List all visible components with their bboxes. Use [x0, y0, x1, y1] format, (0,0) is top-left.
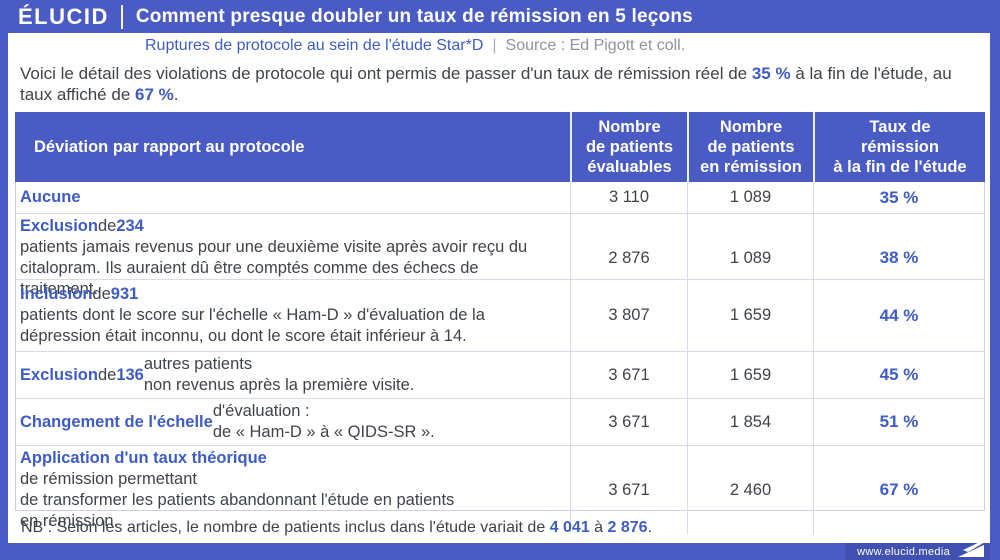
table-row: Inclusion de 931 patients dont le score …: [16, 279, 984, 351]
remission-cell: 1 089: [687, 182, 813, 213]
table-body: Aucune 3 110 1 089 35 % Exclusion de 234 pat…: [15, 182, 985, 534]
rate-cell: 38 %: [813, 214, 984, 302]
evaluables-cell: 3 671: [570, 446, 687, 534]
remission-cell: 1 089: [687, 214, 813, 302]
elucid-arrow-icon: [958, 540, 985, 557]
evaluables-cell: 3 807: [570, 280, 687, 351]
deviation-cell: Exclusion de 136 autres patients non rev…: [20, 355, 415, 394]
remission-cell: 1 659: [687, 280, 813, 351]
subtitle: Ruptures de protocole au sein de l'étude…: [145, 37, 484, 54]
deviation-cell: Application d'un taux théorique de rémis…: [20, 449, 455, 530]
top-bar: ÉLUCID Comment presque doubler un taux d…: [0, 0, 1000, 33]
column-header-rate: Taux de rémission à la fin de l'étude: [813, 112, 985, 182]
table-row: Exclusion de 234 patients jamais revenus…: [16, 213, 984, 302]
column-header-deviation: Déviation par rapport au protocole: [34, 138, 305, 156]
table-row: Aucune 3 110 1 089 35 %: [16, 182, 984, 213]
website-chip: www.elucid.media: [845, 540, 990, 560]
rate-cell: 44 %: [813, 280, 984, 351]
evaluables-cell: 3 671: [570, 352, 687, 398]
subtitle-separator: |: [492, 37, 497, 54]
column-header-evaluables: Nombre de patients évaluables: [570, 112, 687, 182]
evaluables-cell: 3 110: [570, 182, 687, 213]
elucid-logo: ÉLUCID: [18, 3, 109, 29]
rate-cell: 51 %: [813, 399, 984, 445]
deviation-cell: Inclusion de 931 patients dont le score …: [20, 285, 485, 345]
evaluables-cell: 2 876: [570, 214, 687, 302]
deviations-table: Déviation par rapport au protocole Nombr…: [15, 112, 985, 534]
deviation-cell: Aucune: [20, 188, 81, 206]
topbar-divider: [120, 4, 123, 29]
website-url: www.elucid.media: [857, 545, 950, 558]
rate-cell: 45 %: [813, 352, 984, 398]
source-credit: Source : Ed Pigott et coll.: [505, 37, 686, 54]
remission-cell: 1 854: [687, 399, 813, 445]
table-row: Exclusion de 136 autres patients non rev…: [16, 351, 984, 398]
evaluables-cell: 3 671: [570, 399, 687, 445]
nb-note: NB : Selon les articles, le nombre de pa…: [21, 519, 653, 536]
bottom-bar: [0, 543, 1000, 560]
column-header-remission: Nombre de patients en rémission: [687, 112, 813, 182]
table-header-row: Déviation par rapport au protocole Nombr…: [15, 112, 985, 182]
table-row: Changement de l'échelle d'évaluation : d…: [16, 398, 984, 445]
deviation-cell: Changement de l'échelle d'évaluation : d…: [20, 402, 435, 441]
rate-cell: 67 %: [813, 446, 984, 534]
page-title: Comment presque doubler un taux de rémis…: [135, 5, 693, 27]
table-row: Application d'un taux théorique de rémis…: [16, 445, 984, 534]
subtitle-row: Ruptures de protocole au sein de l'étude…: [145, 37, 685, 55]
rate-cell: 35 %: [813, 182, 984, 213]
left-border: [0, 0, 8, 560]
remission-cell: 2 460: [687, 446, 813, 534]
deviation-cell: Exclusion de 234 patients jamais revenus…: [20, 217, 528, 298]
right-border: [990, 0, 1000, 560]
intro-text: Voici le détail des violations de protoc…: [20, 64, 952, 104]
remission-cell: 1 659: [687, 352, 813, 398]
